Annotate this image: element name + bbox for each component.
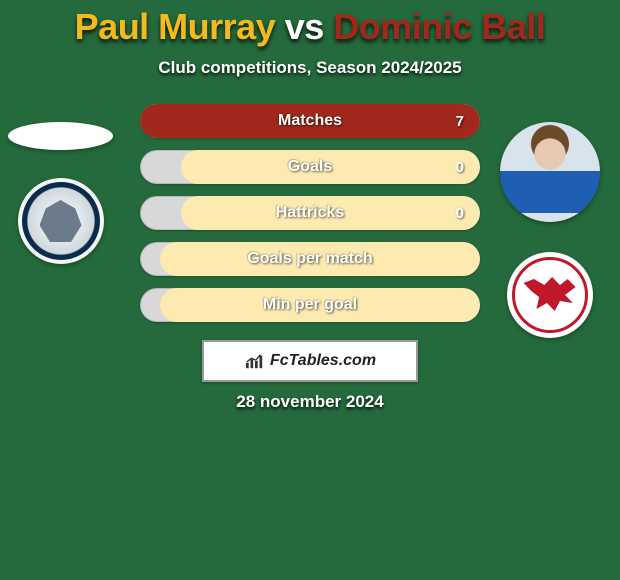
title-player1: Paul Murray — [75, 6, 276, 47]
watermark-box: FcTables.com — [202, 340, 418, 382]
stat-bar-label: Matches — [140, 104, 480, 138]
player1-club-badge — [18, 178, 104, 264]
stat-bar-value-right: 0 — [456, 150, 464, 184]
player2-club-badge — [507, 252, 593, 338]
stat-bar-label: Goals per match — [140, 242, 480, 276]
subtitle: Club competitions, Season 2024/2025 — [0, 58, 620, 78]
stat-bar: Hattricks0 — [140, 196, 480, 230]
page-title: Paul Murray vs Dominic Ball — [0, 6, 620, 48]
stat-bar-label: Goals — [140, 150, 480, 184]
stat-bar-label: Hattricks — [140, 196, 480, 230]
title-connector: vs — [275, 6, 333, 47]
chart-icon — [244, 352, 266, 370]
stats-bars: Matches7Goals0Hattricks0Goals per matchM… — [140, 104, 480, 322]
watermark-text: FcTables.com — [270, 352, 376, 370]
stat-bar: Goals per match — [140, 242, 480, 276]
stat-bar: Matches7 — [140, 104, 480, 138]
stat-bar: Min per goal — [140, 288, 480, 322]
stat-bar-label: Min per goal — [140, 288, 480, 322]
stat-bar: Goals0 — [140, 150, 480, 184]
left-column — [8, 122, 113, 264]
date-text: 28 november 2024 — [0, 392, 620, 412]
stat-bar-value-right: 7 — [456, 104, 464, 138]
player1-avatar — [8, 122, 113, 150]
stat-bar-value-right: 0 — [456, 196, 464, 230]
title-player2: Dominic Ball — [333, 6, 545, 47]
right-column — [497, 122, 602, 338]
player2-avatar — [500, 122, 600, 222]
